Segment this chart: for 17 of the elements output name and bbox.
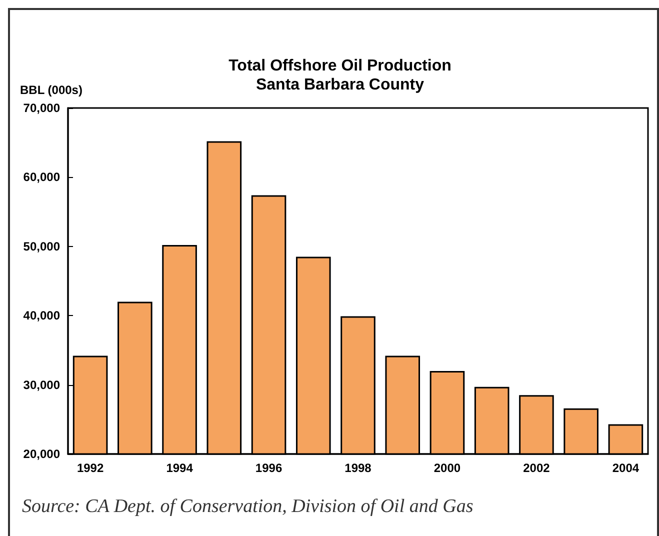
y-tick-label: 60,000: [23, 170, 60, 184]
chart-title: Total Offshore Oil Production: [228, 58, 452, 74]
x-tick-label: 1998: [344, 461, 372, 475]
y-tick-label: 50,000: [23, 239, 60, 254]
x-tick-label: 2002: [523, 461, 550, 475]
x-tick-label: 1996: [255, 461, 282, 475]
y-axis-title: BBL (000s): [20, 83, 82, 97]
x-tick-label: 1994: [166, 461, 194, 475]
x-tick-label: 2000: [434, 461, 461, 475]
chart-subtitle: Santa Barbara County: [256, 76, 424, 94]
y-tick-label: 20,000: [23, 447, 60, 461]
y-tick-label: 70,000: [23, 101, 60, 115]
y-tick-label: 30,000: [23, 378, 60, 392]
x-tick-label: 1992: [76, 461, 104, 475]
y-tick-label: 40,000: [23, 308, 60, 323]
x-tick-label: 2004: [612, 461, 640, 475]
source-note: Source: CA Dept. of Conservation, Division of Oil and Gas: [22, 496, 474, 517]
